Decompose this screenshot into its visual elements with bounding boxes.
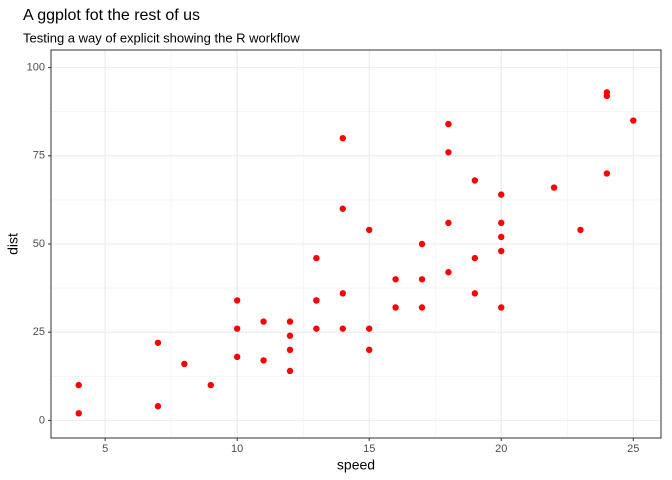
x-axis-label: speed [337,457,375,473]
point [181,360,188,368]
point [471,290,479,297]
point [498,191,505,198]
point [207,381,214,389]
x-tick-label: 5 [102,443,108,455]
point [577,226,584,234]
point [630,117,637,124]
point [498,247,505,255]
point [75,410,82,417]
y-tick-label: 50 [33,238,45,250]
point [445,120,452,128]
point [260,357,267,364]
point [154,403,162,410]
point [550,184,558,191]
chart-subtitle: Testing a way of explicit showing the R … [23,30,300,45]
point [339,325,346,332]
point [471,254,479,262]
y-tick-label: 100 [27,62,45,74]
point [366,226,373,234]
point [233,297,241,304]
y-tick-label: 75 [33,150,45,162]
x-tick-label: 25 [627,443,639,455]
point [286,332,294,339]
panel-border [50,49,662,439]
point [498,304,505,311]
point [445,269,452,276]
y-tick-label: 0 [39,414,45,426]
point [233,325,241,332]
point [603,170,611,177]
point [418,304,426,311]
point [603,89,611,96]
point [392,304,399,311]
point [339,134,346,142]
point [313,297,320,304]
point [418,240,426,248]
point [498,219,505,227]
point [313,325,320,332]
point [418,276,426,283]
x-tick-label: 10 [231,443,243,455]
point [445,219,452,227]
point [498,233,505,241]
x-tick-label: 15 [363,443,375,455]
chart-title: A ggplot fot the rest of us [23,7,200,24]
point [260,318,267,325]
x-tick-label: 20 [495,443,507,455]
point [233,353,241,361]
point [286,346,294,354]
point [445,149,452,156]
point [339,290,346,297]
point [471,177,479,184]
point [286,367,294,375]
point [366,325,373,332]
point [339,205,346,212]
point [75,381,82,389]
y-axis-label: dist [5,233,21,255]
point [392,276,399,283]
point [286,318,294,325]
point [154,339,162,346]
point [313,254,320,262]
y-tick-label: 25 [33,326,45,338]
point [366,346,373,354]
